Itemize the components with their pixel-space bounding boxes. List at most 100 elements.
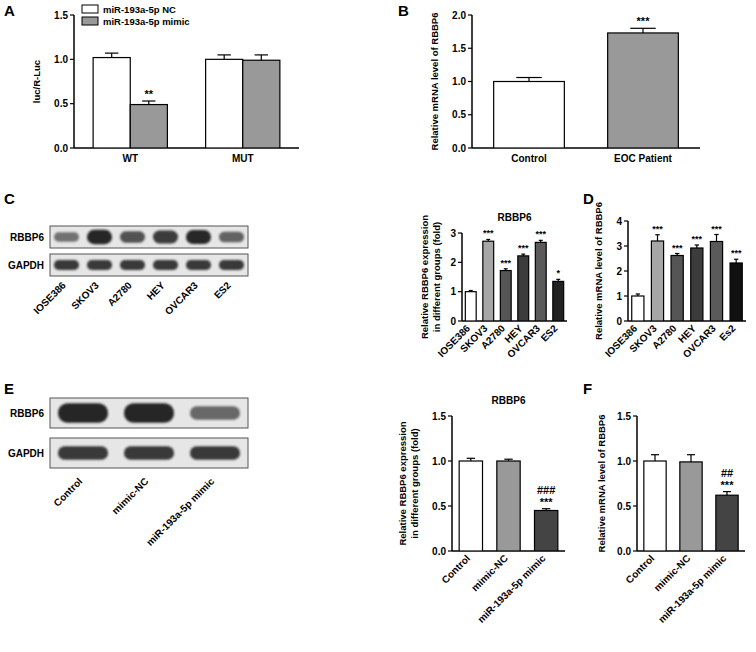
chart-title: RBBP6 (492, 395, 526, 406)
significance-label: ### (537, 484, 555, 496)
legend-label: miR-193a-5p NC (103, 4, 176, 15)
y-tick (633, 550, 637, 551)
blot-band (87, 260, 112, 270)
error-bar (504, 269, 508, 271)
bar (500, 271, 511, 321)
x-tick-label: Control (439, 552, 472, 585)
blot-strip (50, 398, 248, 428)
y-tick (468, 114, 472, 115)
error-cap (542, 508, 550, 509)
y-tick (633, 460, 637, 461)
annotations: ##*** (721, 467, 735, 491)
x-tick-label: miR-193a-5p mimic (475, 552, 548, 625)
bar (518, 256, 529, 321)
annotations: *************** (652, 224, 742, 259)
y-tick (624, 245, 628, 246)
y-tick (633, 505, 637, 506)
blot-row-label: GAPDH (8, 448, 44, 459)
x-tick-label: WT (122, 153, 138, 164)
error-bar (675, 254, 679, 256)
blot-strip (50, 254, 248, 276)
bars (465, 239, 563, 321)
panel: DRelative mRNA level of RBBP601234******… (583, 190, 746, 360)
y-tick-label: 3 (450, 228, 456, 239)
error-bar (504, 459, 512, 461)
panel: ERBBP6Relative RBBP6 expressionin differ… (4, 380, 565, 625)
error-cap (105, 53, 118, 54)
blot-band (153, 231, 178, 244)
y-tick (458, 262, 462, 263)
blot-band (87, 230, 112, 244)
significance-label: *** (711, 224, 722, 234)
error-cap (714, 234, 718, 235)
blot-band (120, 260, 145, 270)
panel-letter: C (4, 190, 15, 207)
x-tick-label: A2780 (650, 322, 679, 351)
x-axis-line (628, 320, 746, 322)
y-tick-label: 1.5 (452, 43, 466, 54)
error-bar (539, 240, 543, 242)
y-tick (468, 147, 472, 148)
error-cap (486, 239, 490, 240)
figure: Aluc/R-Luc0.00.51.01.5**WTMUTmiR-193a-5p… (0, 0, 756, 652)
x-tick-label: MUT (232, 153, 254, 164)
blot-strip (50, 226, 248, 248)
blot-strip (50, 438, 248, 468)
legend: miR-193a-5p NCmiR-193a-5p mimic (82, 4, 190, 27)
significance-label: * (556, 268, 560, 278)
y-tick-label: 0.0 (617, 546, 631, 557)
error-cap (687, 454, 695, 455)
blot-band (54, 232, 79, 241)
error-cap (469, 290, 473, 291)
y-tick (468, 14, 472, 15)
error-bar (687, 455, 695, 462)
error-cap (734, 259, 738, 260)
blot-lane-label: A2780 (105, 279, 134, 308)
error-bar (695, 245, 699, 248)
bar (608, 33, 679, 148)
bar (730, 263, 742, 321)
y-tick (448, 460, 452, 461)
x-tick-label: EOC Patient (614, 153, 672, 164)
y-axis-label: in different groups (fold) (409, 428, 420, 538)
bar (93, 58, 130, 148)
blot-lane-label: SKOV3 (69, 279, 101, 311)
y-tick-label: 1.5 (617, 411, 631, 422)
y-axis-line (636, 416, 638, 551)
y-tick (448, 415, 452, 416)
panel: FRelative mRNA level of RBBP60.00.51.01.… (583, 380, 745, 625)
blot-lane-label: Control (52, 475, 85, 508)
y-axis-line (461, 233, 463, 321)
error-cap (723, 491, 731, 492)
western-blot: RBBP6GAPDHControlmimic-NCmiR-193a-5p mim… (8, 398, 248, 548)
error-bar (630, 28, 655, 33)
error-cap (630, 28, 655, 29)
blot-band (54, 260, 79, 270)
error-cap (218, 54, 231, 55)
y-axis-label: Relative RBBP6 expression (397, 421, 408, 545)
bars (632, 235, 743, 322)
x-tick-label: ES2 (539, 322, 560, 343)
y-tick (458, 291, 462, 292)
bar (644, 461, 666, 551)
bar (716, 495, 738, 551)
bar (459, 461, 482, 551)
bar (710, 242, 722, 322)
error-stem (224, 55, 225, 59)
significance-label: *** (731, 248, 742, 258)
bar (206, 59, 243, 148)
y-tick-label: 1.5 (432, 411, 446, 422)
panel-letter: A (4, 2, 15, 19)
y-tick (70, 59, 74, 60)
blot-band (58, 403, 108, 423)
bar (130, 105, 167, 148)
y-tick-label: 1.0 (432, 456, 446, 467)
y-tick-label: 0.0 (54, 143, 68, 154)
error-stem (690, 455, 691, 462)
y-tick (70, 103, 74, 104)
y-tick (624, 220, 628, 221)
bar (671, 256, 683, 322)
blot-band (219, 260, 244, 270)
error-bar (521, 254, 525, 256)
y-tick (468, 48, 472, 49)
